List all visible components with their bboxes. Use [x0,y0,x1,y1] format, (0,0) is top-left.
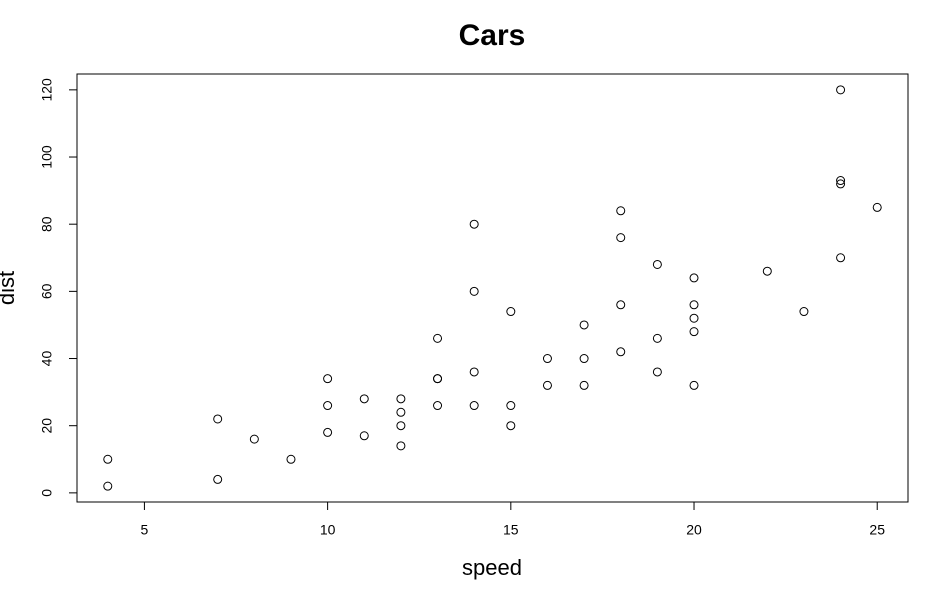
point [433,333,443,343]
y-tick-label: 120 [39,78,55,102]
point [652,259,662,269]
point [542,354,552,364]
point [469,219,479,229]
point [579,354,589,364]
point [323,374,333,384]
x-tick-label: 25 [869,522,885,538]
point [762,266,772,276]
point [286,454,296,464]
y-tick-label: 100 [39,145,55,169]
x-tick-label: 15 [503,522,519,538]
point [506,421,516,431]
point [836,85,846,95]
point [542,380,552,390]
point [469,401,479,411]
point [213,474,223,484]
plot-box [76,73,909,503]
point [579,380,589,390]
point [836,253,846,263]
y-tick-label: 0 [39,489,55,497]
point [506,307,516,317]
point [469,367,479,377]
point [872,202,882,212]
chart-title: Cars [459,19,526,52]
point [359,431,369,441]
y-tick-label: 40 [39,351,55,367]
point [579,320,589,330]
point [433,401,443,411]
y-tick-label: 20 [39,418,55,434]
point [689,380,699,390]
point [689,313,699,323]
point [652,333,662,343]
point [836,176,846,186]
point [103,481,113,491]
point [396,407,406,417]
point [616,206,626,216]
point [433,374,443,384]
x-tick-label: 10 [320,522,336,538]
point [616,233,626,243]
point [323,401,333,411]
point [799,307,809,317]
point [103,454,113,464]
point [689,273,699,283]
point [616,347,626,357]
x-axis-title: speed [462,555,522,580]
y-tick-label: 60 [39,283,55,299]
point [689,300,699,310]
point [249,434,259,444]
point [506,401,516,411]
point [652,367,662,377]
point [396,441,406,451]
point [359,394,369,404]
point [469,286,479,296]
point [323,427,333,437]
point [396,421,406,431]
x-tick-label: 5 [141,522,149,538]
point [616,300,626,310]
x-tick-label: 20 [686,522,702,538]
y-tick-label: 80 [39,216,55,232]
point [689,327,699,337]
point [836,179,846,189]
point [396,394,406,404]
y-axis-title: dist [0,271,19,305]
point [213,414,223,424]
